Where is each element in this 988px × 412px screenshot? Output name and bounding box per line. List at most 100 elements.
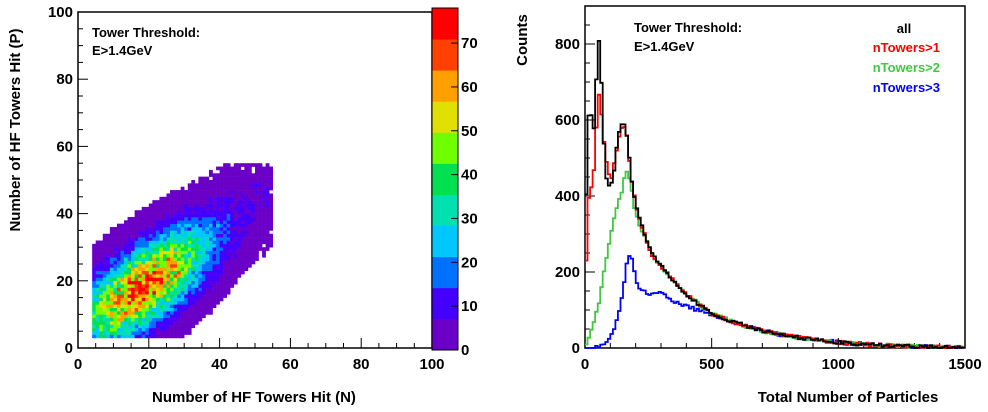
heatmap-cell bbox=[124, 334, 128, 339]
heatmap-cell bbox=[194, 190, 199, 194]
heatmap-cell bbox=[102, 247, 107, 251]
heatmap-cell bbox=[106, 233, 111, 238]
heatmap-cell bbox=[170, 257, 174, 261]
heatmap-cell bbox=[148, 237, 153, 241]
heatmap-cell bbox=[116, 233, 121, 238]
heatmap-cell bbox=[124, 277, 128, 282]
heatmap-cell bbox=[198, 243, 203, 248]
heatmap-cell bbox=[155, 203, 160, 208]
heatmap-cell bbox=[216, 240, 220, 245]
heatmap-cell bbox=[159, 287, 164, 292]
heatmap-cell bbox=[233, 190, 238, 194]
heatmap-cell bbox=[216, 203, 220, 208]
heatmap-cell bbox=[141, 280, 146, 285]
heatmap-cell bbox=[134, 274, 139, 278]
heatmap-cell bbox=[131, 216, 135, 221]
heatmap-cell bbox=[120, 324, 125, 329]
heatmap-cell bbox=[226, 230, 231, 235]
heatmap-cell bbox=[184, 307, 189, 312]
heatmap-cell bbox=[205, 304, 210, 308]
heatmap-cell bbox=[201, 233, 206, 238]
heatmap-cell bbox=[145, 290, 150, 295]
heatmap-cell bbox=[233, 260, 238, 265]
heatmap-cell bbox=[230, 247, 235, 251]
heatmap-cell bbox=[184, 274, 189, 278]
heatmap-cell bbox=[191, 304, 196, 308]
heatmap-cell bbox=[208, 267, 213, 272]
heatmap-cell bbox=[95, 290, 100, 295]
heatmap-cell bbox=[155, 227, 160, 231]
heatmap-cell bbox=[92, 250, 96, 255]
heatmap-cell bbox=[116, 314, 121, 319]
heatmap-cell bbox=[162, 257, 167, 261]
heatmap-cell bbox=[152, 297, 157, 302]
heatmap-cell bbox=[180, 237, 185, 241]
heatmap-cell bbox=[180, 260, 185, 265]
heatmap-cell bbox=[152, 223, 157, 228]
heatmap-cell bbox=[177, 250, 181, 255]
heatmap-cell bbox=[124, 304, 128, 308]
heatmap-cell bbox=[226, 196, 231, 201]
heatmap-cell bbox=[198, 314, 203, 319]
heatmap-cell bbox=[240, 243, 245, 248]
heatmap-cell bbox=[230, 193, 235, 198]
heatmap-cell bbox=[95, 321, 100, 325]
heatmap-cell bbox=[265, 237, 270, 241]
heatmap-cell bbox=[131, 334, 135, 339]
heatmap-cell bbox=[180, 267, 185, 272]
heatmap-cell bbox=[240, 213, 245, 218]
heatmap-cell bbox=[106, 324, 111, 329]
heatmap-cell bbox=[159, 200, 164, 204]
heatmap-cell bbox=[191, 210, 196, 214]
heatmap-cell bbox=[141, 264, 146, 268]
heatmap-cell bbox=[155, 334, 160, 339]
heatmap-cell bbox=[162, 280, 167, 285]
heatmap-cell bbox=[95, 304, 100, 308]
heatmap-cell bbox=[201, 267, 206, 272]
heatmap-cell bbox=[191, 203, 196, 208]
heatmap-cell bbox=[159, 216, 164, 221]
heatmap-cell bbox=[141, 230, 146, 235]
heatmap-cell bbox=[223, 180, 227, 184]
heatmap-cell bbox=[205, 307, 210, 312]
heatmap-cell bbox=[102, 250, 107, 255]
heatmap-cell bbox=[198, 297, 203, 302]
heatmap-cell bbox=[226, 270, 231, 275]
heatmap-cell bbox=[124, 250, 128, 255]
heatmap-cell bbox=[170, 233, 174, 238]
heatmap-cell bbox=[208, 186, 213, 191]
heatmap-cell bbox=[262, 200, 266, 204]
heatmap-cell bbox=[113, 321, 118, 325]
heatmap-cell bbox=[258, 213, 263, 218]
heatmap-cell bbox=[155, 257, 160, 261]
heatmap-cell bbox=[109, 287, 114, 292]
heatmap-cell bbox=[116, 331, 121, 335]
heatmap-cell bbox=[240, 257, 245, 261]
heatmap-cell bbox=[208, 257, 213, 261]
heatmap-cell bbox=[194, 237, 199, 241]
heatmap-cell bbox=[159, 250, 164, 255]
heatmap-cell bbox=[162, 327, 167, 332]
heatmap-cell bbox=[166, 307, 171, 312]
heatmap-cell bbox=[219, 260, 224, 265]
heatmap-cell bbox=[170, 287, 174, 292]
heatmap-cell bbox=[116, 304, 121, 308]
heatmap-cell bbox=[184, 331, 189, 335]
heatmap-cell bbox=[233, 173, 238, 177]
heatmap-cell bbox=[177, 203, 181, 208]
heatmap-cell bbox=[159, 270, 164, 275]
heatmap-cell bbox=[120, 311, 125, 315]
heatmap-cell bbox=[113, 227, 118, 231]
heatmap-y-axis-label: Number of HF Towers Hit (P) bbox=[7, 28, 24, 231]
heatmap-cell bbox=[99, 307, 104, 312]
heatmap-cell bbox=[159, 294, 164, 298]
heatmap-cell bbox=[216, 277, 220, 282]
heatmap-cell bbox=[113, 250, 118, 255]
heatmap-cell bbox=[177, 216, 181, 221]
heatmap-cell bbox=[148, 334, 153, 339]
heatmap-cell bbox=[201, 284, 206, 288]
heatmap-cell bbox=[177, 190, 181, 194]
heatmap-cell bbox=[219, 216, 224, 221]
heatmap-cell bbox=[127, 250, 132, 255]
heatmap-cell bbox=[92, 324, 96, 329]
